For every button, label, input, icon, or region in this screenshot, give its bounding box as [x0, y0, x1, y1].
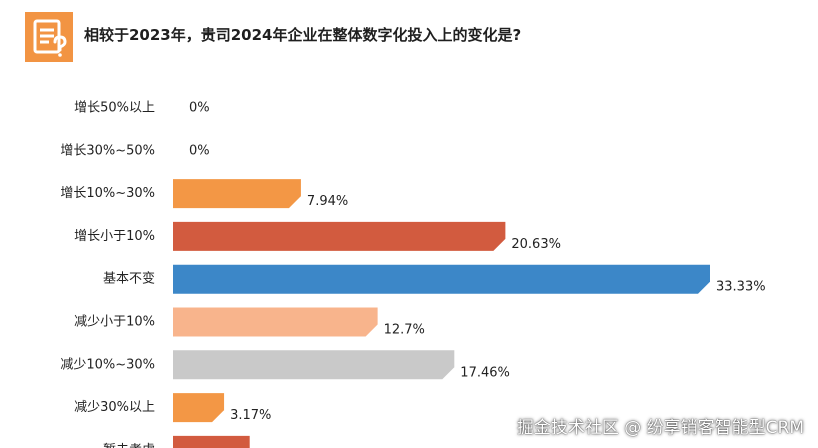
- bar: [173, 221, 506, 251]
- category-label: 暂未考虑: [103, 443, 155, 448]
- value-label: 7.94%: [307, 194, 348, 209]
- watermark: 掘金技术社区 @ 纷享销客智能型CRM: [516, 418, 804, 438]
- category-label: 减少30%以上: [74, 400, 155, 415]
- bar: [173, 179, 301, 209]
- category-label: 减少小于10%: [74, 315, 155, 330]
- bar: [173, 264, 710, 294]
- category-label: 增长30%~50%: [60, 143, 155, 158]
- document-question-icon: [25, 12, 73, 62]
- category-label: 减少10%~30%: [60, 357, 155, 372]
- category-label: 增长小于10%: [74, 229, 155, 244]
- bar: [173, 435, 250, 448]
- value-label: 20.63%: [511, 237, 561, 252]
- value-label: 12.7%: [384, 323, 425, 338]
- value-label: 0%: [189, 143, 210, 158]
- value-label: 3.17%: [230, 408, 271, 423]
- value-label: 33.33%: [716, 280, 766, 295]
- category-label: 基本不变: [103, 271, 155, 287]
- category-label: 增长10%~30%: [60, 186, 155, 201]
- value-label: 17.46%: [460, 365, 510, 380]
- question-title: 相较于2023年，贵司2024年企业在整体数字化投入上的变化是?: [84, 26, 522, 44]
- bar: [173, 350, 455, 380]
- bar: [173, 307, 378, 337]
- value-label: 0%: [189, 101, 210, 116]
- category-label: 增长50%以上: [74, 101, 155, 116]
- bar: [173, 393, 225, 423]
